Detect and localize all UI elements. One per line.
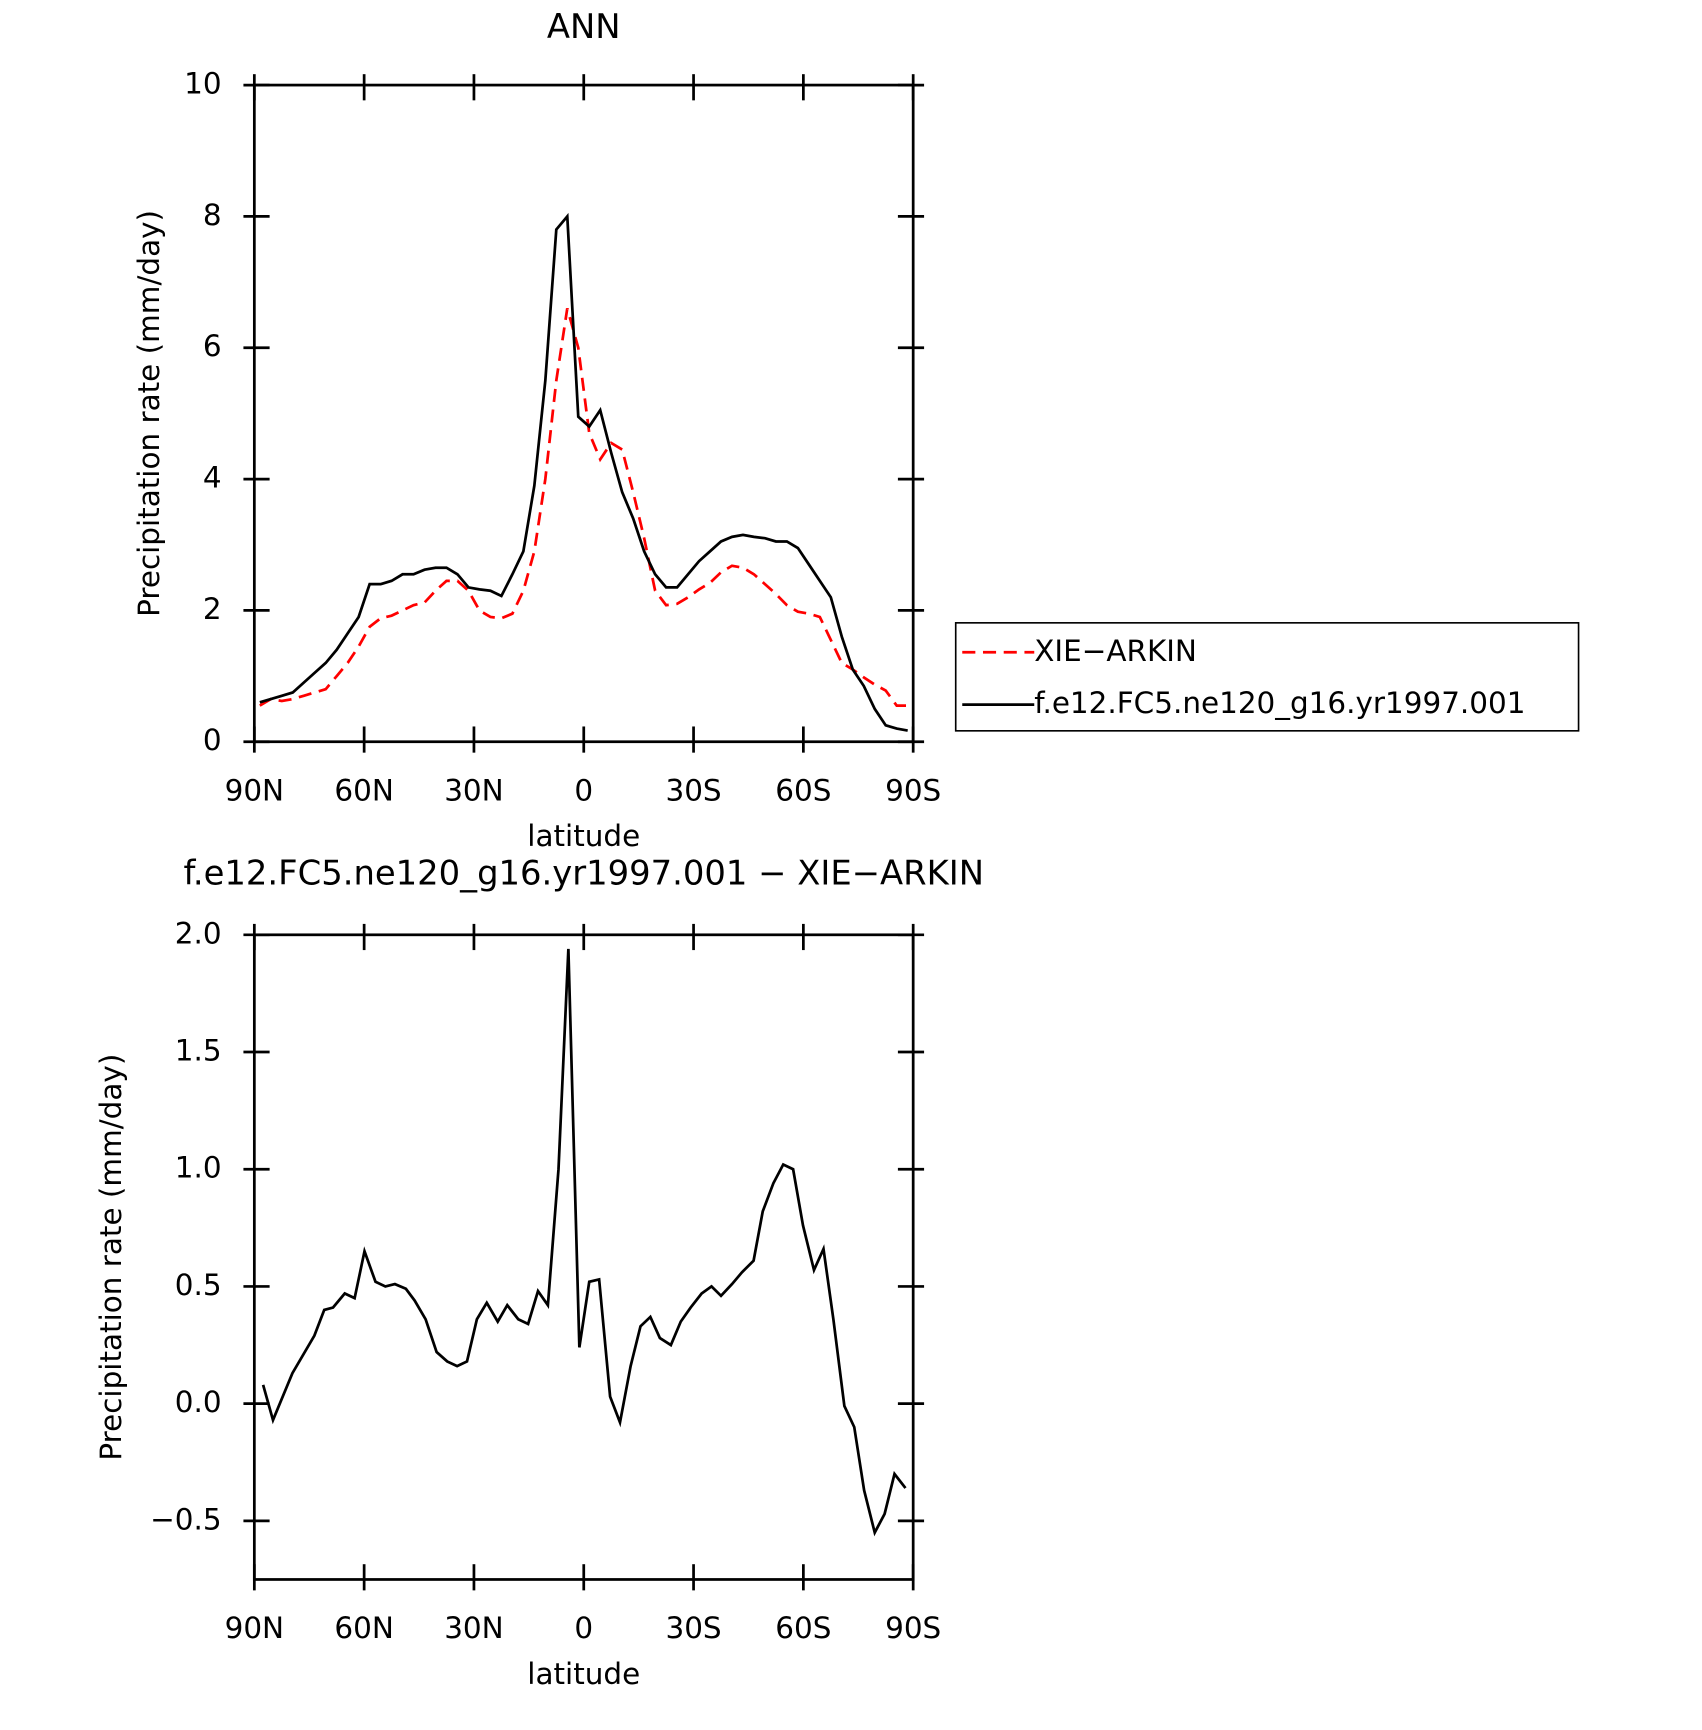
plot-frame bbox=[252, 83, 915, 744]
x-tick-label: 30S bbox=[665, 773, 721, 807]
y-axis-label: Precipitation rate (mm/day) bbox=[132, 210, 166, 617]
data-line bbox=[261, 948, 907, 1537]
x-tick-label: 60N bbox=[334, 773, 393, 807]
y-tick-label: 4 bbox=[203, 461, 222, 495]
x-tick-label: 60S bbox=[775, 1611, 831, 1645]
y-tick-label: 0.5 bbox=[175, 1268, 222, 1302]
y-tick-label: 0 bbox=[203, 723, 222, 757]
y-tick-label: 6 bbox=[203, 329, 222, 363]
y-tick-label: 1.5 bbox=[175, 1034, 222, 1068]
legend-label: XIE−ARKIN bbox=[1034, 634, 1197, 668]
x-tick-label: 30N bbox=[444, 773, 503, 807]
legend-label: f.e12.FC5.ne120_g16.yr1997.001 bbox=[1034, 686, 1525, 720]
x-tick-label: 60S bbox=[775, 773, 831, 807]
y-tick-label: 0.0 bbox=[175, 1385, 222, 1419]
chart-title: f.e12.FC5.ne120_g16.yr1997.001 − XIE−ARK… bbox=[183, 853, 984, 892]
x-tick-label: 90N bbox=[225, 1611, 284, 1645]
x-axis-label: latitude bbox=[527, 1657, 640, 1691]
x-tick-label: 90S bbox=[885, 1611, 941, 1645]
x-tick-label: 90S bbox=[885, 773, 941, 807]
x-tick-label: 0 bbox=[574, 773, 593, 807]
y-tick-label: 1.0 bbox=[175, 1151, 222, 1185]
x-tick-label: 30S bbox=[665, 1611, 721, 1645]
y-tick-label: 8 bbox=[203, 198, 222, 232]
y-tick-label: 2.0 bbox=[175, 916, 222, 950]
x-tick-label: 60N bbox=[334, 1611, 393, 1645]
x-tick-label: 90N bbox=[225, 773, 284, 807]
y-tick-label: 10 bbox=[184, 67, 221, 101]
x-axis-label: latitude bbox=[527, 819, 640, 853]
y-tick-label: −0.5 bbox=[150, 1502, 221, 1536]
legend-box bbox=[954, 622, 1580, 732]
y-tick-label: 2 bbox=[203, 592, 222, 626]
x-tick-label: 30N bbox=[444, 1611, 503, 1645]
chart-title: ANN bbox=[547, 7, 621, 46]
plot-frame bbox=[252, 933, 915, 1581]
data-line bbox=[259, 307, 908, 707]
x-tick-label: 0 bbox=[574, 1611, 593, 1645]
data-line bbox=[259, 212, 908, 732]
y-axis-label: Precipitation rate (mm/day) bbox=[94, 1054, 128, 1461]
